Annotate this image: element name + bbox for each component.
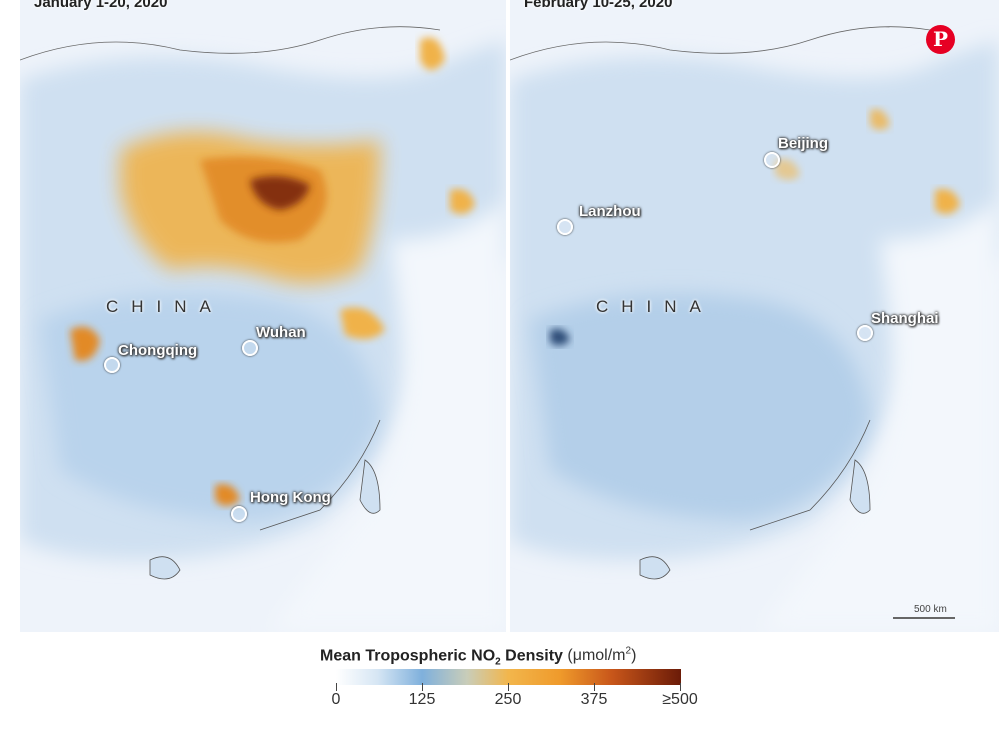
map-panel-february: February 10-25, 2020 CHINA Beijing Lanzh… xyxy=(510,0,999,632)
legend-unit-sup: 2 xyxy=(625,646,632,657)
scale-bar xyxy=(893,617,955,619)
legend-tick xyxy=(508,683,509,691)
map-january-svg xyxy=(20,0,506,632)
legend-label-125: 125 xyxy=(408,691,436,708)
panel-title-february: February 10-25, 2020 xyxy=(524,0,673,11)
legend-title-subscript: 2 xyxy=(495,656,501,668)
legend-tick xyxy=(594,683,595,691)
legend-unit-suffix: ) xyxy=(631,647,637,665)
legend-label-375: 375 xyxy=(580,691,608,708)
legend-tick xyxy=(422,683,423,691)
legend-label-250: 250 xyxy=(494,691,522,708)
legend-title-rest: Density xyxy=(500,647,563,665)
legend-tick xyxy=(336,683,337,691)
legend-label-0: 0 xyxy=(331,691,341,708)
city-marker-hong-kong xyxy=(231,506,247,522)
city-label-lanzhou: Lanzhou xyxy=(579,203,641,220)
legend-unit: (μmol/m2) xyxy=(567,646,637,665)
scale-label: 500 km xyxy=(914,604,947,615)
map-panel-january: January 1-20, 2020 CHINA Chongqing Wuhan… xyxy=(20,0,506,632)
city-marker-wuhan xyxy=(242,340,258,356)
legend-title-main: Mean Tropospheric NO xyxy=(320,647,496,665)
legend-title: Mean Tropospheric NO2 Density (μmol/m2) xyxy=(320,646,636,668)
legend-label-500: ≥500 xyxy=(662,691,698,708)
city-marker-beijing xyxy=(764,152,780,168)
country-label-china: CHINA xyxy=(596,297,714,316)
city-marker-chongqing xyxy=(104,357,120,373)
legend-tick xyxy=(680,683,681,691)
city-marker-lanzhou xyxy=(557,219,573,235)
city-label-beijing: Beijing xyxy=(778,135,829,152)
map-february-svg xyxy=(510,0,999,632)
legend-unit-prefix: (μmol/m xyxy=(567,647,626,665)
panel-title-january: January 1-20, 2020 xyxy=(34,0,168,11)
city-label-shanghai: Shanghai xyxy=(871,310,939,327)
city-marker-shanghai xyxy=(857,325,873,341)
legend-color-bar xyxy=(336,669,681,685)
city-label-hong-kong: Hong Kong xyxy=(250,489,331,506)
pinterest-icon[interactable]: P xyxy=(926,25,955,54)
country-label-china: CHINA xyxy=(106,297,224,316)
city-label-chongqing: Chongqing xyxy=(118,342,198,359)
city-label-wuhan: Wuhan xyxy=(256,324,306,341)
